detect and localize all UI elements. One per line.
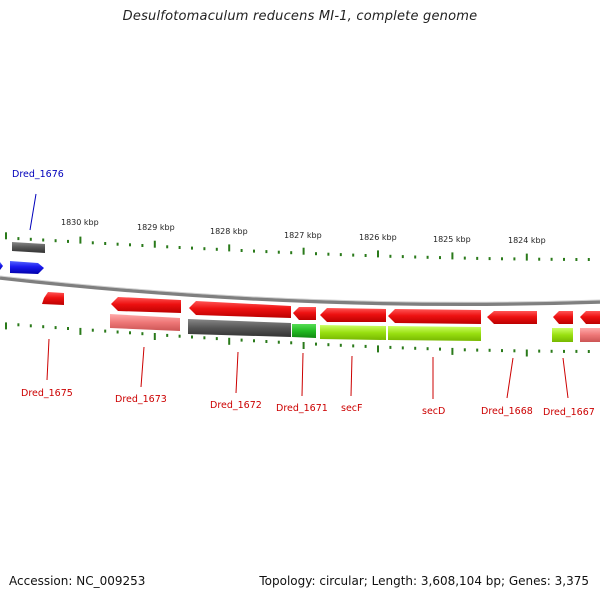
gene-label-dred-1667[interactable]: Dred_1667 — [543, 407, 595, 418]
accession-text: Accession: NC_009253 — [9, 574, 146, 588]
scale-label-1824: 1824 kbp — [508, 236, 546, 245]
gene-feature-left-edge[interactable] — [0, 262, 3, 270]
annotation-bar-dred-1672[interactable] — [188, 319, 291, 337]
gene-label-dred-1673[interactable]: Dred_1673 — [115, 394, 167, 405]
gene-feature-secd[interactable] — [388, 309, 481, 324]
scale-label-1827: 1827 kbp — [284, 231, 322, 240]
gene-label-secf[interactable]: secF — [341, 403, 362, 414]
scale-label-1828: 1828 kbp — [210, 227, 248, 236]
gene-label-secd[interactable]: secD — [422, 406, 445, 417]
gene-feature-dred-1671[interactable] — [293, 307, 316, 320]
scale-label-1830: 1830 kbp — [61, 218, 99, 227]
gene-feature-right-edge[interactable] — [580, 311, 600, 324]
gene-label-dred-1675[interactable]: Dred_1675 — [21, 388, 73, 399]
annotation-bar-dred-1671[interactable] — [292, 324, 316, 338]
gene-feature-dark-top[interactable] — [12, 242, 45, 253]
forward-feature-track — [0, 242, 45, 274]
annotation-bar-secd[interactable] — [388, 326, 481, 341]
genome-backbone — [0, 276, 600, 307]
leader-dred-1673 — [140, 346, 145, 388]
lower-tick-ring — [5, 322, 590, 357]
gene-label-dred-1668[interactable]: Dred_1668 — [481, 406, 533, 417]
annotation-bar-dred-1667[interactable] — [552, 328, 573, 342]
gene-label-dred-1671[interactable]: Dred_1671 — [276, 403, 328, 414]
gene-feature-dred-1676[interactable] — [10, 261, 44, 274]
gene-feature-dred-1672[interactable] — [189, 301, 291, 318]
gene-label-dred-1676[interactable]: Dred_1676 — [12, 169, 64, 180]
leader-dred-1668 — [506, 357, 514, 399]
reverse-feature-track — [42, 292, 600, 324]
gene-feature-dred-1673[interactable] — [111, 297, 181, 313]
scale-labels: 1830 kbp 1829 kbp 1828 kbp 1827 kbp 1826… — [61, 218, 546, 245]
leader-dred-1675 — [46, 338, 50, 381]
annotation-bar-secf[interactable] — [320, 325, 386, 340]
map-title: Desulfotomaculum reducens MI-1, complete… — [122, 9, 478, 24]
gene-label-dred-1672[interactable]: Dred_1672 — [210, 400, 262, 411]
leader-dred-1667 — [562, 357, 569, 399]
scale-label-1826: 1826 kbp — [359, 233, 397, 242]
label-leaders — [29, 193, 569, 399]
upper-tick-ring — [5, 232, 590, 261]
scale-label-1829: 1829 kbp — [137, 223, 175, 232]
leader-dred-1671 — [301, 352, 304, 397]
annotation-bar-right-edge[interactable] — [580, 328, 600, 342]
leader-dred-1672 — [235, 351, 239, 394]
gene-feature-dred-1675[interactable] — [42, 292, 64, 305]
annotation-bar-dred-1673[interactable] — [110, 314, 180, 331]
gene-feature-secf[interactable] — [320, 308, 386, 322]
annotation-track — [110, 314, 600, 342]
gene-labels: Dred_1676 Dred_1675 Dred_1673 Dred_1672 … — [12, 169, 595, 418]
leader-secf — [350, 355, 353, 397]
leader-dred-1676 — [29, 193, 37, 231]
gene-feature-dred-1667[interactable] — [553, 311, 573, 324]
scale-label-1825: 1825 kbp — [433, 235, 471, 244]
genome-stats-text: Topology: circular; Length: 3,608,104 bp… — [259, 574, 589, 588]
gene-feature-dred-1668[interactable] — [487, 311, 537, 324]
genome-backbone-highlight — [0, 275, 600, 303]
